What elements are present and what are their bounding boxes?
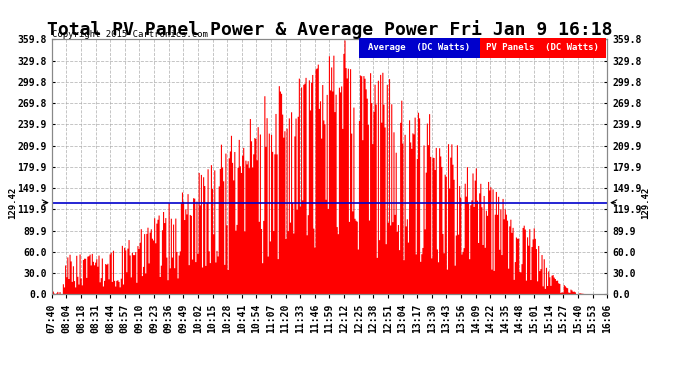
Title: Total PV Panel Power & Average Power Fri Jan 9 16:18: Total PV Panel Power & Average Power Fri… <box>47 20 612 39</box>
Text: Copyright 2015 Cartronics.com: Copyright 2015 Cartronics.com <box>52 30 208 39</box>
Text: 129.42: 129.42 <box>642 186 651 219</box>
Text: 129.42: 129.42 <box>8 186 17 219</box>
Text: PV Panels  (DC Watts): PV Panels (DC Watts) <box>486 44 599 52</box>
Text: Average  (DC Watts): Average (DC Watts) <box>368 44 471 52</box>
